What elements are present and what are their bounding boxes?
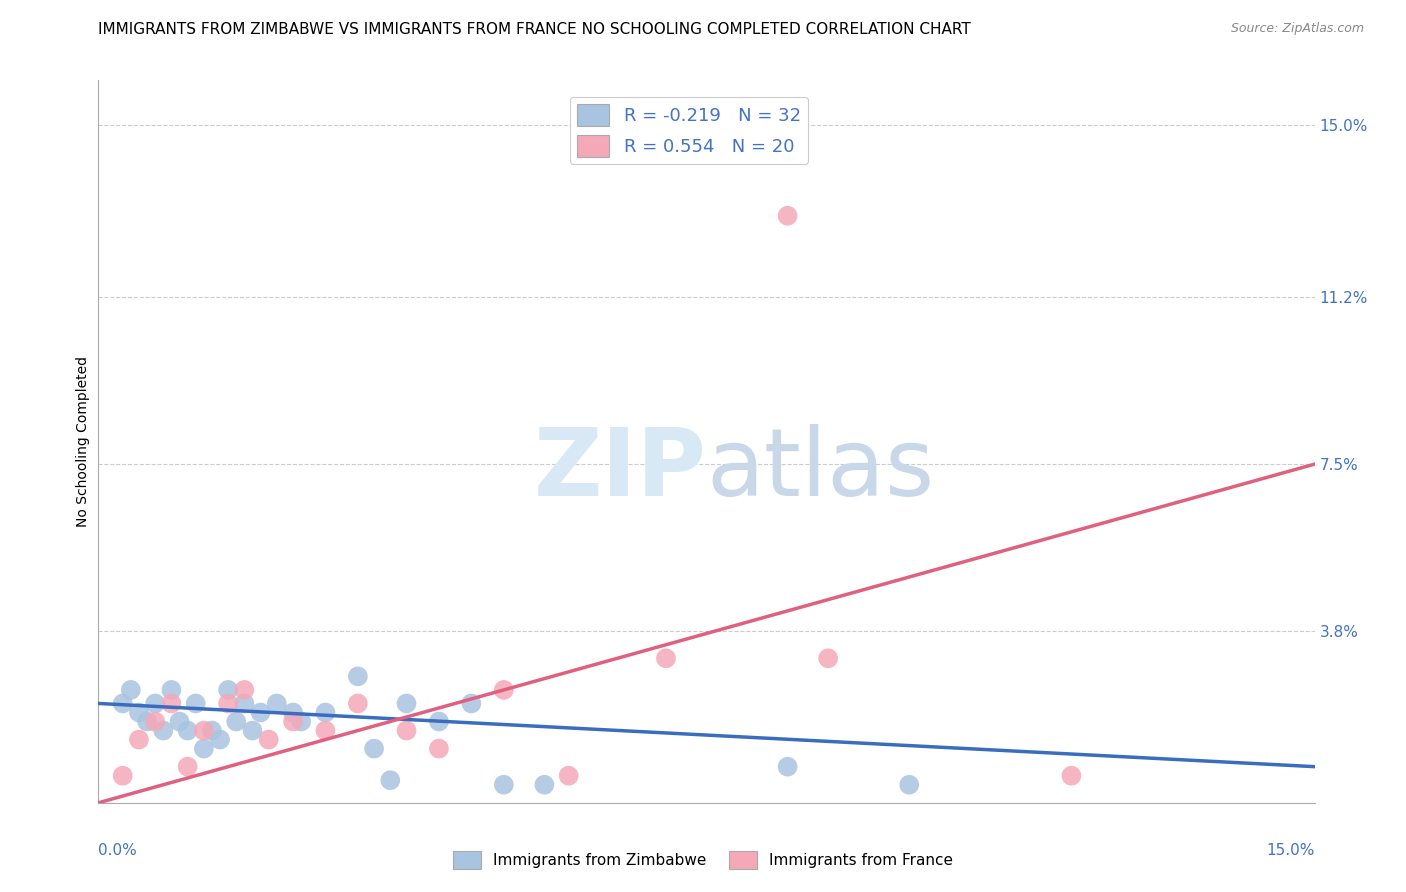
- Text: 15.0%: 15.0%: [1267, 843, 1315, 858]
- Point: [314, 723, 336, 738]
- Point: [347, 697, 370, 711]
- Point: [184, 697, 207, 711]
- Point: [160, 697, 183, 711]
- Point: [193, 741, 215, 756]
- Point: [169, 714, 191, 729]
- Point: [201, 723, 224, 738]
- Point: [128, 732, 150, 747]
- Point: [655, 651, 678, 665]
- Point: [314, 706, 336, 720]
- Point: [427, 714, 450, 729]
- Point: [193, 723, 215, 738]
- Point: [152, 723, 174, 738]
- Text: 0.0%: 0.0%: [98, 843, 138, 858]
- Point: [363, 741, 385, 756]
- Point: [111, 697, 134, 711]
- Point: [395, 723, 418, 738]
- Point: [817, 651, 839, 665]
- Point: [395, 697, 418, 711]
- Text: IMMIGRANTS FROM ZIMBABWE VS IMMIGRANTS FROM FRANCE NO SCHOOLING COMPLETED CORREL: IMMIGRANTS FROM ZIMBABWE VS IMMIGRANTS F…: [98, 22, 972, 37]
- Text: atlas: atlas: [707, 425, 935, 516]
- Point: [281, 706, 304, 720]
- Legend: R = -0.219   N = 32, R = 0.554   N = 20: R = -0.219 N = 32, R = 0.554 N = 20: [569, 96, 808, 164]
- Text: Source: ZipAtlas.com: Source: ZipAtlas.com: [1230, 22, 1364, 36]
- Point: [1060, 769, 1083, 783]
- Point: [176, 723, 198, 738]
- Point: [217, 682, 239, 697]
- Point: [776, 209, 799, 223]
- Point: [217, 697, 239, 711]
- Point: [281, 714, 304, 729]
- Point: [111, 769, 134, 783]
- Point: [143, 714, 166, 729]
- Point: [233, 697, 256, 711]
- Point: [492, 778, 515, 792]
- Point: [266, 697, 288, 711]
- Point: [233, 682, 256, 697]
- Point: [557, 769, 579, 783]
- Point: [427, 741, 450, 756]
- Text: ZIP: ZIP: [534, 425, 707, 516]
- Point: [257, 732, 280, 747]
- Point: [120, 682, 142, 697]
- Point: [898, 778, 921, 792]
- Point: [225, 714, 247, 729]
- Point: [249, 706, 271, 720]
- Point: [176, 760, 198, 774]
- Point: [242, 723, 264, 738]
- Point: [143, 697, 166, 711]
- Point: [492, 682, 515, 697]
- Point: [776, 760, 799, 774]
- Point: [533, 778, 555, 792]
- Point: [460, 697, 482, 711]
- Point: [160, 682, 183, 697]
- Point: [347, 669, 370, 683]
- Legend: Immigrants from Zimbabwe, Immigrants from France: Immigrants from Zimbabwe, Immigrants fro…: [447, 845, 959, 875]
- Point: [290, 714, 312, 729]
- Point: [209, 732, 232, 747]
- Point: [380, 773, 402, 788]
- Point: [128, 706, 150, 720]
- Point: [136, 714, 159, 729]
- Y-axis label: No Schooling Completed: No Schooling Completed: [76, 356, 90, 527]
